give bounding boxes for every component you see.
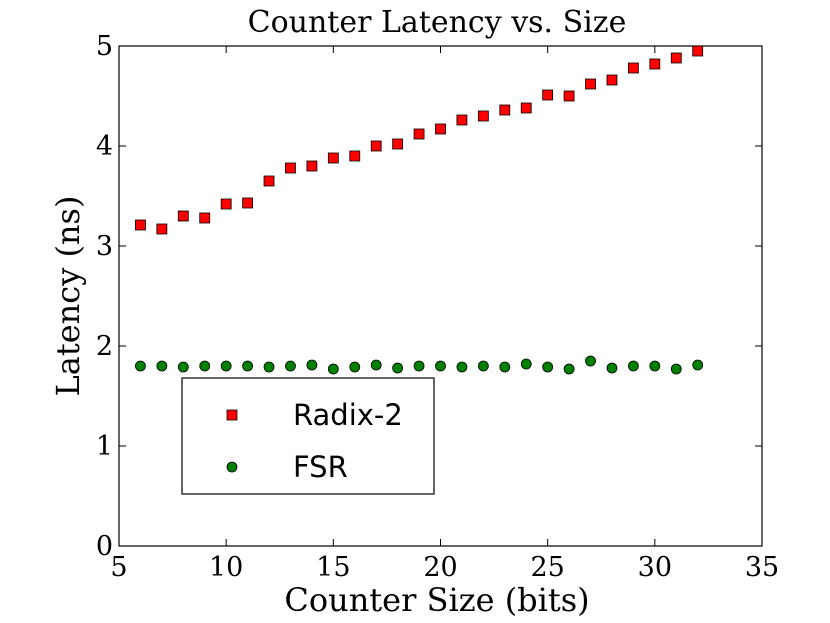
radix2-legend-marker bbox=[226, 409, 238, 421]
fsr-point bbox=[435, 360, 446, 372]
fsr-point bbox=[263, 361, 275, 373]
x-tick-label: 30 bbox=[638, 552, 672, 583]
fsr-point bbox=[628, 360, 639, 372]
radix2-point bbox=[349, 150, 361, 162]
radix2-point bbox=[327, 152, 339, 164]
fsr-point bbox=[563, 363, 575, 375]
y-axis-label: Latency (ns) bbox=[49, 196, 87, 397]
fsr-point bbox=[456, 361, 468, 373]
y-tick-label: 0 bbox=[96, 531, 113, 562]
x-tick-label: 10 bbox=[209, 552, 243, 583]
radix2-point bbox=[649, 58, 661, 70]
fsr-point bbox=[585, 355, 596, 367]
x-tick-label: 25 bbox=[530, 552, 564, 583]
y-tick-label: 5 bbox=[96, 31, 113, 62]
fsr-point bbox=[670, 363, 682, 375]
radix2-point bbox=[242, 197, 254, 209]
x-tick-label: 15 bbox=[316, 552, 350, 583]
radix2-point bbox=[563, 90, 575, 102]
radix2-point bbox=[135, 219, 146, 231]
radix2-point bbox=[199, 212, 211, 224]
fsr-point bbox=[413, 360, 425, 372]
radix2-point bbox=[220, 198, 232, 210]
y-tick-label: 2 bbox=[96, 331, 113, 362]
fsr-point bbox=[177, 361, 189, 373]
legend-label-radix-2: Radix-2 bbox=[293, 398, 403, 432]
fsr-point bbox=[649, 360, 661, 372]
radix2-point bbox=[585, 78, 596, 90]
radix2-point bbox=[692, 45, 704, 57]
fsr-point bbox=[199, 360, 211, 372]
fsr-point bbox=[156, 360, 168, 372]
fsr-point bbox=[692, 359, 704, 371]
y-tick-label: 4 bbox=[96, 131, 113, 162]
x-tick-label: 35 bbox=[745, 552, 779, 583]
radix2-point bbox=[370, 140, 382, 152]
x-tick-label: 20 bbox=[423, 552, 457, 583]
fsr-point bbox=[285, 360, 296, 372]
radix2-point bbox=[542, 89, 554, 101]
fsr-legend-marker bbox=[226, 461, 238, 473]
radix2-point bbox=[392, 138, 404, 150]
y-tick-label: 1 bbox=[96, 431, 113, 462]
fsr-point bbox=[220, 360, 232, 372]
chart-title: Counter Latency vs. Size bbox=[248, 5, 627, 40]
fsr-point bbox=[306, 359, 318, 371]
radix2-point bbox=[156, 223, 168, 235]
fsr-point bbox=[327, 363, 339, 375]
radix2-point bbox=[435, 123, 446, 135]
radix2-point bbox=[263, 175, 275, 187]
series-radix-2 bbox=[135, 45, 704, 235]
radix2-point bbox=[499, 104, 511, 116]
x-axis-label: Counter Size (bits) bbox=[284, 581, 589, 619]
fsr-point bbox=[242, 360, 254, 372]
radix2-point bbox=[413, 128, 425, 140]
fsr-point bbox=[477, 360, 489, 372]
fsr-point bbox=[349, 361, 361, 373]
legend-box bbox=[181, 377, 435, 495]
series-fsr bbox=[135, 355, 704, 375]
fsr-point bbox=[135, 360, 146, 372]
axis-ticks: 5 10 15 20 25 30 35 0 1 2 3 4 5 bbox=[96, 31, 779, 583]
radix2-point bbox=[670, 52, 682, 64]
y-tick-label: 3 bbox=[96, 231, 113, 262]
radix2-point bbox=[606, 74, 618, 86]
radix2-point bbox=[520, 102, 532, 114]
fsr-point bbox=[370, 359, 382, 371]
radix2-point bbox=[177, 210, 189, 222]
x-tick-label: 5 bbox=[110, 552, 127, 583]
radix2-point bbox=[285, 162, 296, 174]
fsr-point bbox=[606, 362, 618, 374]
fsr-point bbox=[520, 358, 532, 370]
fsr-point bbox=[499, 361, 511, 373]
fsr-point bbox=[542, 361, 554, 373]
fsr-point bbox=[392, 362, 404, 374]
legend: Radix-2 FSR bbox=[181, 377, 435, 495]
radix2-point bbox=[628, 62, 639, 74]
radix2-point bbox=[477, 110, 489, 122]
radix2-point bbox=[306, 160, 318, 172]
legend-label-fsr: FSR bbox=[293, 450, 348, 484]
radix2-point bbox=[456, 114, 468, 126]
